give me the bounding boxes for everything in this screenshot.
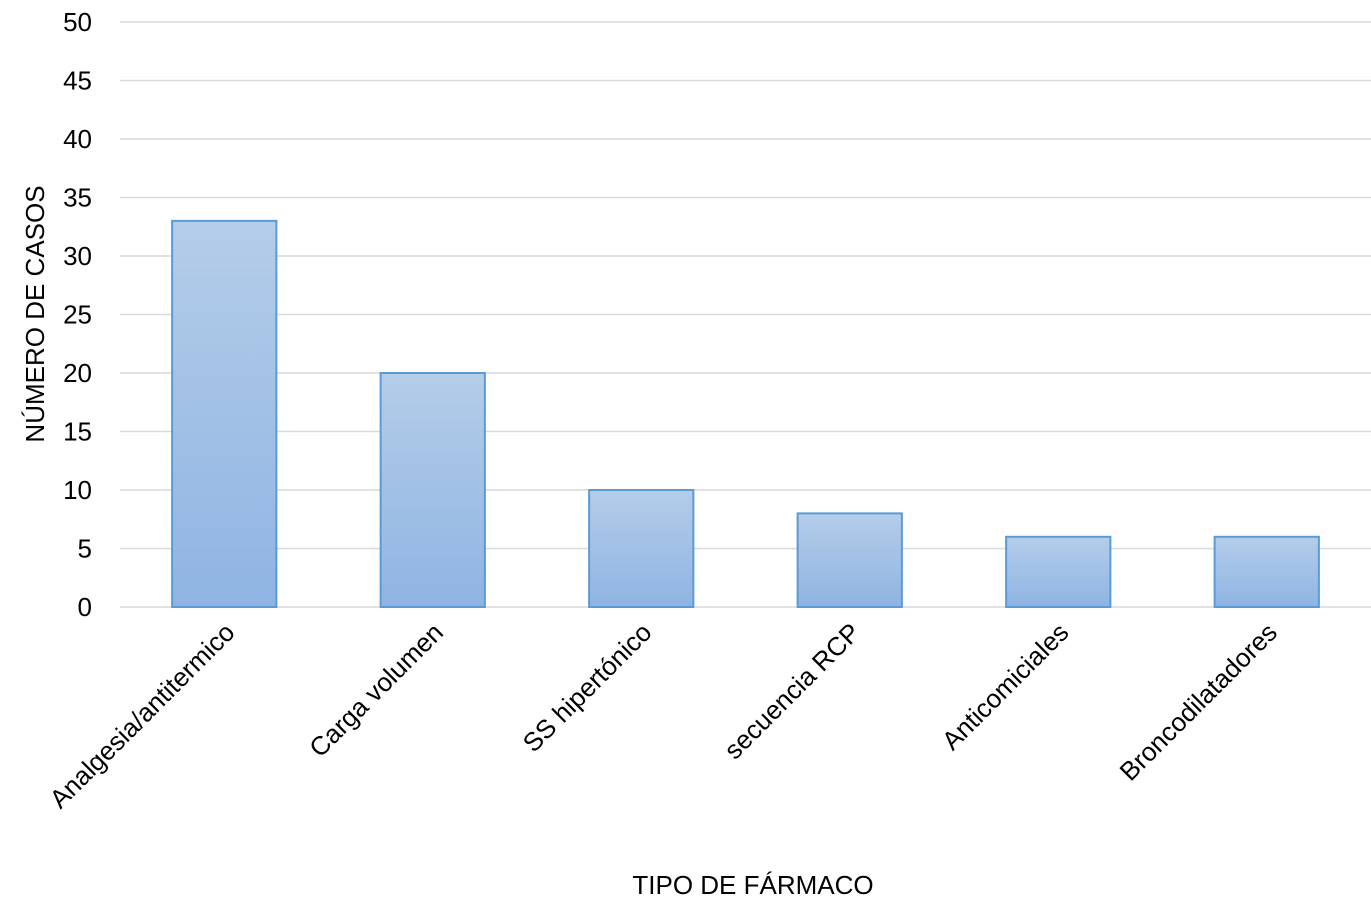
bar bbox=[588, 489, 695, 608]
bar bbox=[796, 512, 903, 609]
y-tick-label: 15 bbox=[63, 417, 92, 447]
y-tick-label: 10 bbox=[63, 475, 92, 505]
x-tick-label: SS hipertónico bbox=[517, 617, 658, 758]
y-axis-ticks: 0 5 10 15 20 25 30 35 40 45 50 bbox=[63, 7, 92, 622]
y-tick-label: 20 bbox=[63, 358, 92, 388]
bar bbox=[171, 219, 278, 608]
y-tick-label: 45 bbox=[63, 66, 92, 96]
y-tick-label: 25 bbox=[63, 300, 92, 330]
bar bbox=[379, 372, 486, 608]
y-tick-label: 40 bbox=[63, 124, 92, 154]
x-axis-labels: Analgesia/antitermico Carga volumen SS hip… bbox=[44, 617, 1283, 814]
y-tick-label: 35 bbox=[63, 183, 92, 213]
y-tick-label: 5 bbox=[78, 534, 92, 564]
y-tick-label: 50 bbox=[63, 7, 92, 37]
x-tick-label: Anticomiciales bbox=[936, 617, 1075, 756]
bar bbox=[1213, 535, 1320, 608]
bar bbox=[1005, 535, 1112, 608]
y-tick-label: 0 bbox=[78, 592, 92, 622]
y-tick-label: 30 bbox=[63, 241, 92, 271]
bars bbox=[171, 219, 1320, 609]
x-tick-label: Carga volumen bbox=[303, 617, 449, 763]
x-axis-title: TIPO DE FÁRMACO bbox=[632, 870, 873, 900]
x-tick-label: Broncodilatadores bbox=[1114, 617, 1283, 786]
x-tick-label: Analgesia/antitermico bbox=[44, 617, 241, 814]
y-axis-title: NÚMERO DE CASOS bbox=[20, 185, 50, 442]
gridlines bbox=[120, 21, 1371, 608]
x-tick-label: secuencia RCP bbox=[718, 617, 866, 765]
